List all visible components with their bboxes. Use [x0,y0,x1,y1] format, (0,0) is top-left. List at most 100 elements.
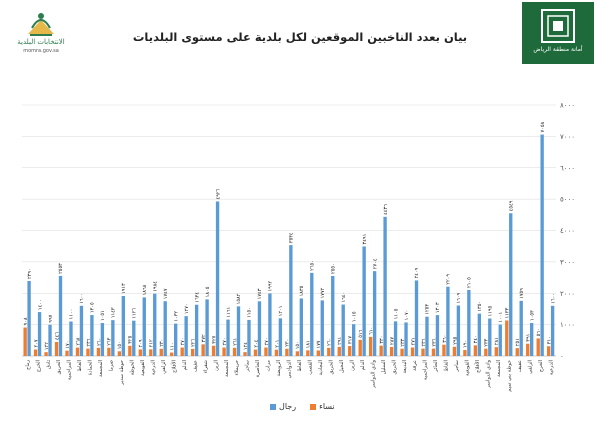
data-label-women: ٢٣٦ [421,338,427,346]
data-label-men: ١٥٨٢ [236,293,242,304]
bar-women [44,352,48,356]
bar-men [111,320,115,356]
category-label: عفيف [517,360,523,372]
bar-women [494,347,498,356]
data-label-men: ١٦٠٠ [79,293,85,304]
category-label: الرين [349,360,355,371]
data-label-women: ٢٧٠ [180,337,186,345]
data-label-men: ٢٣٩٠ [27,268,33,279]
data-label-men: ١٣٠٥ [90,302,96,313]
data-label-women: ٩٠٨ [23,317,29,325]
category-label: الحمادة [88,360,94,375]
category-label: الحريق [328,360,334,374]
category-label: الحوطة [130,360,136,375]
bar-men [236,306,241,356]
data-label-women: ٣٧٢ [201,334,207,342]
data-label-men: ٤٩٢٦ [215,188,221,199]
bar-men [540,134,544,356]
bar-women [452,346,457,356]
y-tick-label: ٥٠٠٠ [560,196,575,204]
bar-women [473,345,478,356]
bar-men [79,305,84,356]
bar-women [358,339,362,356]
bar-men [163,301,167,356]
bar-women [65,350,69,356]
data-label-women: ٤٤٦ [54,332,60,340]
data-label-women: ٣١٠ [547,336,553,344]
bar-men [247,319,251,356]
bar-men [320,300,324,356]
data-label-women: ٢٣٣ [484,338,490,346]
data-label-men: ١٩٩٢ [268,280,274,291]
category-label: الرين [213,360,219,371]
data-label-men: ١١٩٥ [488,305,494,316]
bar-men [226,319,230,356]
bar-men [90,315,94,356]
bar-men [174,323,178,356]
data-label-men: ٢٤٠٩ [414,267,420,278]
data-label-men: ١٢٠١ [278,306,284,317]
data-label-women: ٢٦٠ [96,338,102,346]
data-label-men: ١٣٠٣ [435,302,441,313]
data-label-women: ٦١٠ [369,327,375,335]
category-label: الغاط [444,360,450,371]
bar-women [222,347,226,356]
data-label-men: ٤٤٣٦ [383,204,389,215]
data-label-men: ١١٦١ [226,307,232,318]
bar-women [75,347,80,356]
data-label-women: ٢٣٠ [285,339,291,347]
data-label-men: ١٨٣٥ [299,285,305,296]
category-label: وادي الدواسر [370,359,376,388]
data-label-women: ٣٣٠ [379,336,385,344]
bar-women [526,343,530,356]
data-label-men: ١٨٠٥ [205,286,211,297]
bar-men [435,315,440,356]
data-label-men: ١٢٧٠ [184,303,190,314]
data-label-women: ٢٨١ [494,337,500,345]
bar-men [257,301,262,356]
category-label: القويعية [465,360,471,376]
bar-women [285,348,289,356]
category-label: المجمعة [224,360,230,377]
data-label-men: ١٧٤٧ [163,288,169,299]
bar-men [184,316,188,356]
category-label: الخرج [538,360,544,372]
data-label-men: ١٨٦٨ [142,284,148,295]
category-label: عفيف [192,360,198,372]
data-label-women: ٢٦١ [232,338,238,346]
category-label: الحريق [391,360,397,374]
bar-men [404,322,408,356]
category-label: الدلم [360,360,366,370]
data-label-men: ١١٠٥ [393,308,399,319]
bar-women [211,345,216,356]
category-label: الرويضة [276,360,282,377]
category-label: رماح [25,359,31,369]
data-label-women: ١١٠ [170,342,176,350]
category-label: الزلفي [527,360,533,374]
bar-women [327,347,331,356]
category-label: مرات [266,360,272,372]
bar-men [142,297,146,356]
data-label-women: ٢٦٣ [107,337,113,345]
data-label-women: ٢٠٤ [253,339,259,347]
data-label-women: ٢٧٠ [222,337,228,345]
bar-men [498,324,502,356]
data-label-women: ١٥٠ [295,341,301,349]
bar-men [310,272,314,356]
bar-women [180,347,184,356]
data-label-men: ١٠٥٣ [529,310,535,321]
legend-item: رجال [270,402,296,411]
bar-men [530,322,534,356]
data-label-men: ١٦٣٤ [194,292,200,303]
category-label: حوطة بني تميم [506,360,512,392]
bar-women [149,349,153,356]
bar-women [23,327,27,356]
data-label-women: ٢٩٥ [452,336,458,344]
bar-women [96,347,101,356]
legend-label: نساء [319,402,335,411]
data-label-women: ٢٨٧ [389,337,395,345]
bar-women [442,344,446,356]
data-label-women: ٢٣٦ [86,338,92,346]
category-label: ضرما [109,360,115,371]
